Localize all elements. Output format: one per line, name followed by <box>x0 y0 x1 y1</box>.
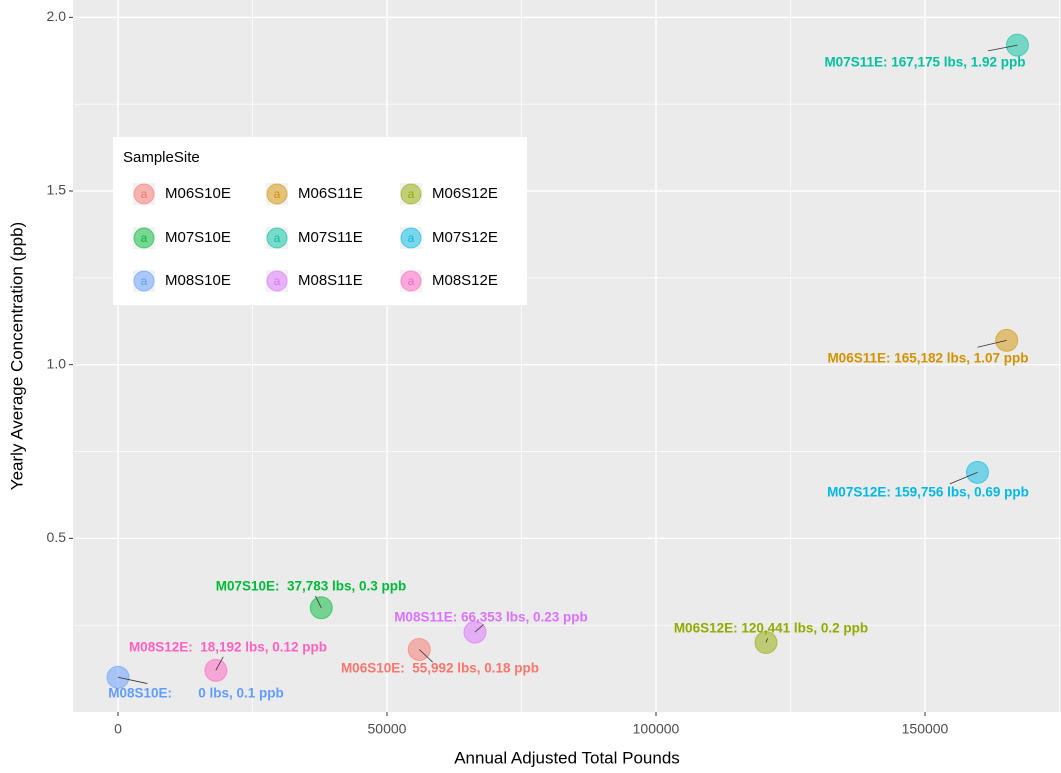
x-axis-title: Annual Adjusted Total Pounds <box>454 748 680 767</box>
legend-label: M06S11E <box>298 185 363 202</box>
point-label: M06S11E: 165,182 lbs, 1.07 ppb <box>827 351 1028 366</box>
label-connector <box>474 624 484 633</box>
legend-key-glyph: a <box>408 231 415 245</box>
y-tick-label: 1.0 <box>47 355 67 371</box>
point-label: M07S11E: 167,175 lbs, 1.92 ppb <box>824 55 1025 70</box>
point-label: M08S11E: 66,353 lbs, 0.23 ppb <box>394 610 588 625</box>
point-label: M07S12E: 159,756 lbs, 0.69 ppb <box>827 485 1029 500</box>
label-connector <box>418 649 433 663</box>
point-label: M06S12E: 120,441 lbs, 0.2 ppb <box>674 621 868 636</box>
legend-label: M07S10E <box>165 229 231 246</box>
x-tick-label: 150000 <box>902 721 949 737</box>
label-connector <box>117 676 148 684</box>
legend-key <box>133 270 155 292</box>
x-tick-label: 50000 <box>368 721 407 737</box>
legend-key <box>400 227 422 249</box>
legend-label: M07S11E <box>298 229 363 246</box>
x-tick-label: 0 <box>114 721 122 737</box>
legend-key <box>266 270 288 292</box>
x-tick-label: 100000 <box>633 721 680 737</box>
legend-title: SampleSite <box>123 149 200 166</box>
legend-key-glyph: a <box>141 187 148 201</box>
point-label: M07S10E: 37,783 lbs, 0.3 ppb <box>216 579 407 594</box>
legend-key-glyph: a <box>408 187 415 201</box>
legend-label: M08S10E <box>165 272 231 289</box>
y-axis-title: Yearly Average Concentration (ppb) <box>7 222 26 490</box>
legend-label: M06S10E <box>165 185 231 202</box>
legend-label: M08S11E <box>298 272 363 289</box>
legend-key-glyph: a <box>141 231 148 245</box>
point-label: M08S12E: 18,192 lbs, 0.12 ppb <box>129 640 327 655</box>
legend-key-glyph: a <box>141 274 148 288</box>
legend-key <box>400 183 422 205</box>
label-connector <box>765 638 768 643</box>
legend-label: M08S12E <box>432 272 498 289</box>
legend-key <box>266 183 288 205</box>
point-label: M08S10E: 0 lbs, 0.1 ppb <box>108 686 284 701</box>
legend: SampleSite a M06S10E a M06S11E a M06S12E a M07S1… <box>113 137 527 305</box>
legend-key-glyph: a <box>274 274 281 288</box>
legend-key-glyph: a <box>408 274 415 288</box>
legend-label: M06S12E <box>432 185 498 202</box>
legend-label: M07S12E <box>432 229 498 246</box>
legend-key <box>266 227 288 249</box>
panel <box>73 0 1061 712</box>
legend-key-glyph: a <box>274 231 281 245</box>
legend-box <box>113 137 527 305</box>
label-connector <box>949 471 978 485</box>
legend-key <box>400 270 422 292</box>
legend-key-glyph: a <box>274 187 281 201</box>
label-connector <box>315 595 322 608</box>
y-tick-label: 0.5 <box>47 529 67 545</box>
point-label: M06S10E: 55,992 lbs, 0.18 ppb <box>341 661 539 676</box>
label-connector <box>977 339 1007 348</box>
y-tick-label: 1.5 <box>47 182 67 198</box>
legend-key <box>133 183 155 205</box>
label-connector <box>987 44 1018 52</box>
label-connector <box>215 656 224 671</box>
y-tick-label: 2.0 <box>47 8 67 24</box>
legend-key <box>133 227 155 249</box>
